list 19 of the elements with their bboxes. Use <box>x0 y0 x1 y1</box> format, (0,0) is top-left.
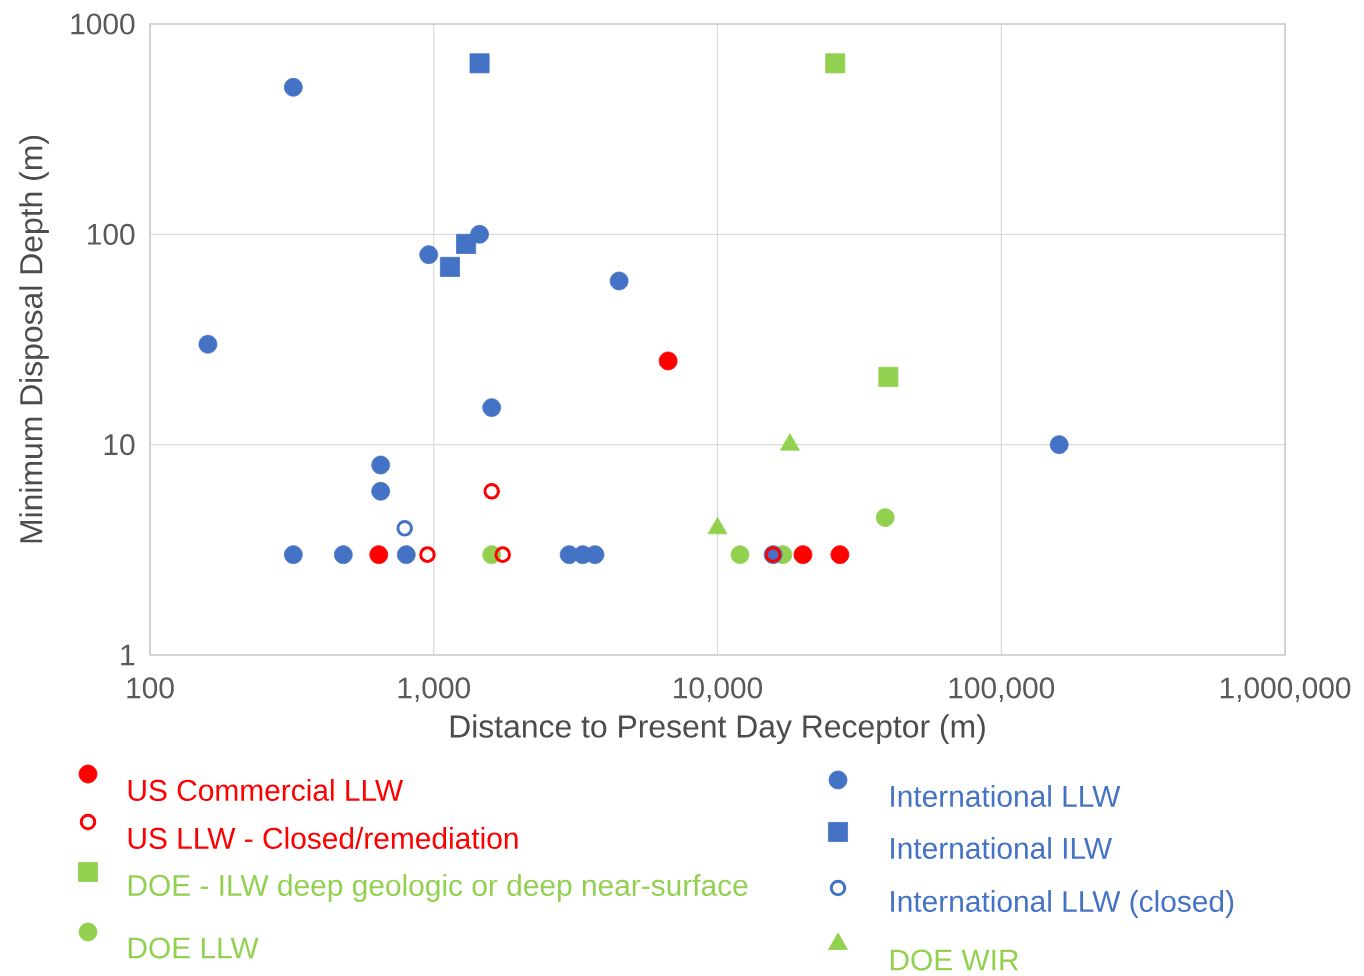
y-tick-label: 10 <box>104 434 135 456</box>
legend-label: International ILW <box>891 837 1112 859</box>
x-tick-label: 1,000,000 <box>1220 677 1351 703</box>
y-tick-label: 100 <box>88 223 135 245</box>
x-tick-label: 10,000 <box>674 677 763 703</box>
legend-label: US Commercial LLW <box>128 779 404 801</box>
x-tick-label: 100 <box>127 677 174 699</box>
x-tick-label: 100,000 <box>949 677 1055 703</box>
legend-label: DOE LLW <box>128 937 259 959</box>
x-tick-label: 1,000 <box>398 677 470 703</box>
legend-label: International LLW (closed) <box>891 890 1234 918</box>
legend-label: DOE WIR <box>890 949 1019 971</box>
y-tick-label: 1000 <box>71 13 135 35</box>
y-tick-label: 1 <box>121 644 135 666</box>
y-axis-title: Minimum Disposal Depth (m) <box>19 136 49 543</box>
legend-label: DOE - ILW deep geologic or deep near-surface <box>128 874 748 902</box>
x-axis-title: Distance to Present Day Receptor (m) <box>450 714 985 745</box>
legend-label: US LLW - Closed/remediation <box>128 827 518 849</box>
legend-label: International LLW <box>891 785 1121 807</box>
